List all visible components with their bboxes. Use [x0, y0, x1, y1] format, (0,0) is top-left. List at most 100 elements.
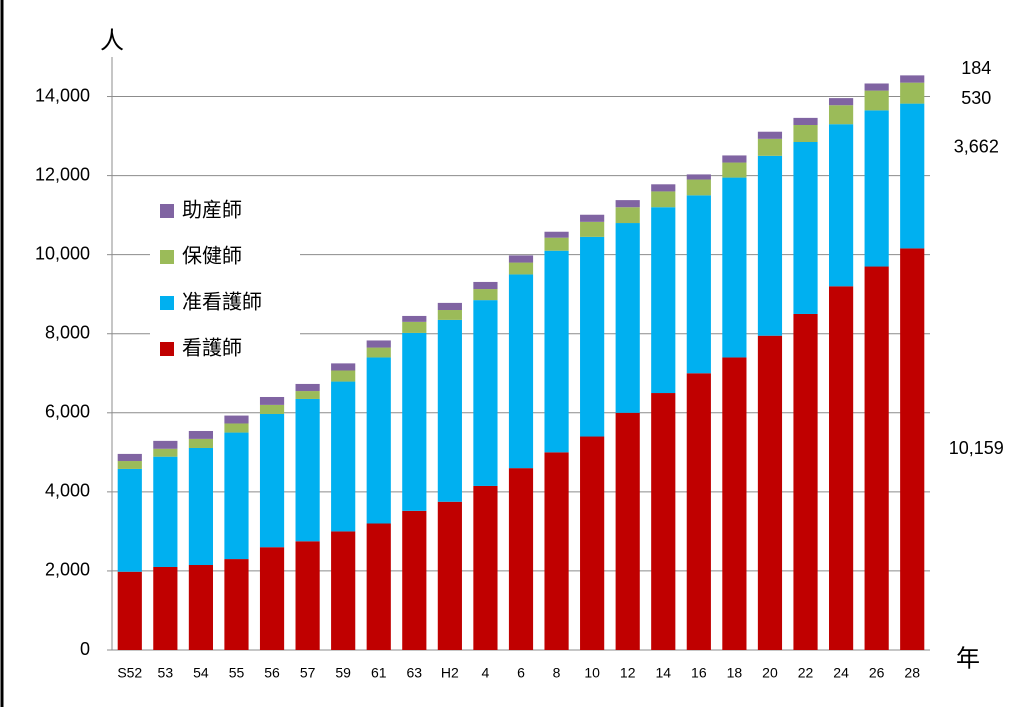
bar-segment	[402, 321, 427, 333]
bar-segment	[295, 391, 320, 399]
bar-segment	[473, 485, 498, 650]
bar-segment	[224, 415, 249, 424]
bar-segment	[615, 412, 640, 650]
bar-segment	[544, 250, 569, 453]
bar-segment	[828, 124, 854, 287]
x-tick-label: 54	[193, 665, 209, 681]
bar-segment	[331, 363, 356, 371]
bar-segment	[331, 531, 356, 650]
bar-segment	[473, 300, 498, 486]
bar-segment	[508, 468, 534, 650]
bar-segment	[224, 559, 249, 650]
bar-segment	[437, 319, 462, 502]
bar-segment	[864, 90, 889, 111]
y-tick-label: 12,000	[35, 164, 90, 184]
bar-segment	[651, 207, 676, 394]
bar-segment	[295, 383, 320, 392]
bar-segment	[153, 448, 178, 457]
x-tick-label: S52	[117, 665, 142, 681]
bar-segment	[437, 302, 462, 311]
bar-segment	[864, 266, 889, 650]
bar-segment	[615, 200, 640, 208]
x-tick-label: 61	[371, 665, 387, 681]
bar-segment	[117, 461, 142, 469]
x-tick-label: 56	[264, 665, 280, 681]
bar-segment	[544, 452, 569, 650]
bar-segment	[259, 547, 285, 650]
bar-segment	[473, 281, 498, 290]
bar-segment	[366, 347, 391, 358]
legend-label: 保健師	[182, 244, 242, 267]
bar-segment	[580, 214, 605, 222]
x-tick-label: H2	[441, 665, 459, 681]
bar-segment	[508, 255, 534, 263]
y-axis-label: 人	[100, 27, 124, 54]
bar-segment	[188, 565, 214, 650]
bar-segment	[508, 274, 534, 469]
legend-swatch	[160, 296, 174, 310]
y-tick-label: 8,000	[45, 322, 90, 342]
x-tick-label: 14	[655, 665, 671, 681]
bar-segment	[402, 332, 427, 511]
bar-segment	[224, 423, 249, 433]
x-tick-label: 28	[904, 665, 920, 681]
data-label: 184	[961, 58, 991, 78]
bar-segment	[793, 141, 818, 314]
bar-segment	[900, 75, 925, 83]
x-tick-label: 12	[620, 665, 636, 681]
y-tick-label: 10,000	[35, 243, 90, 263]
bar-segment	[295, 398, 320, 542]
bar-segment	[686, 195, 711, 374]
bar-segment	[900, 248, 925, 650]
bar-segment	[793, 313, 818, 650]
bar-segment	[757, 335, 783, 650]
bar-segment	[117, 453, 142, 462]
legend-swatch	[160, 342, 174, 356]
data-label: 10,159	[949, 438, 1004, 458]
bar-segment	[900, 103, 925, 249]
bar-segment	[722, 155, 747, 163]
bar-segment	[259, 404, 285, 414]
x-tick-label: 16	[691, 665, 707, 681]
bar-segment	[224, 432, 249, 560]
bar-segment	[651, 191, 676, 208]
bar-segment	[188, 438, 214, 448]
bar-segment	[651, 184, 676, 192]
bar-segment	[153, 566, 178, 650]
legend-swatch	[160, 250, 174, 264]
bar-segment	[828, 286, 854, 650]
x-tick-label: 26	[869, 665, 885, 681]
bar-segment	[153, 456, 178, 567]
bar-segment	[188, 430, 214, 439]
bar-segment	[615, 223, 640, 413]
bar-segment	[686, 373, 711, 650]
bar-segment	[117, 468, 142, 572]
bar-segment	[473, 289, 498, 301]
bar-segment	[259, 413, 285, 548]
bar-segment	[153, 440, 178, 449]
x-tick-label: 24	[833, 665, 849, 681]
bar-segment	[402, 510, 427, 650]
data-label: 530	[961, 88, 991, 108]
legend-swatch	[160, 204, 174, 218]
bar-segment	[722, 177, 747, 358]
x-tick-label: 8	[553, 665, 561, 681]
bar-segment	[437, 310, 462, 320]
bar-segment	[580, 236, 605, 437]
x-tick-label: 22	[798, 665, 814, 681]
y-tick-label: 4,000	[45, 481, 90, 501]
x-tick-label: 6	[517, 665, 525, 681]
bar-segment	[828, 98, 854, 106]
x-tick-label: 10	[584, 665, 600, 681]
y-tick-label: 14,000	[35, 85, 90, 105]
bar-segment	[331, 381, 356, 532]
legend-label: 准看護師	[182, 290, 262, 313]
data-label: 3,662	[954, 137, 999, 157]
bar-segment	[864, 83, 889, 91]
bar-segment	[757, 131, 783, 139]
bar-segment	[117, 571, 142, 650]
y-tick-label: 2,000	[45, 560, 90, 580]
bar-segment	[757, 138, 783, 156]
